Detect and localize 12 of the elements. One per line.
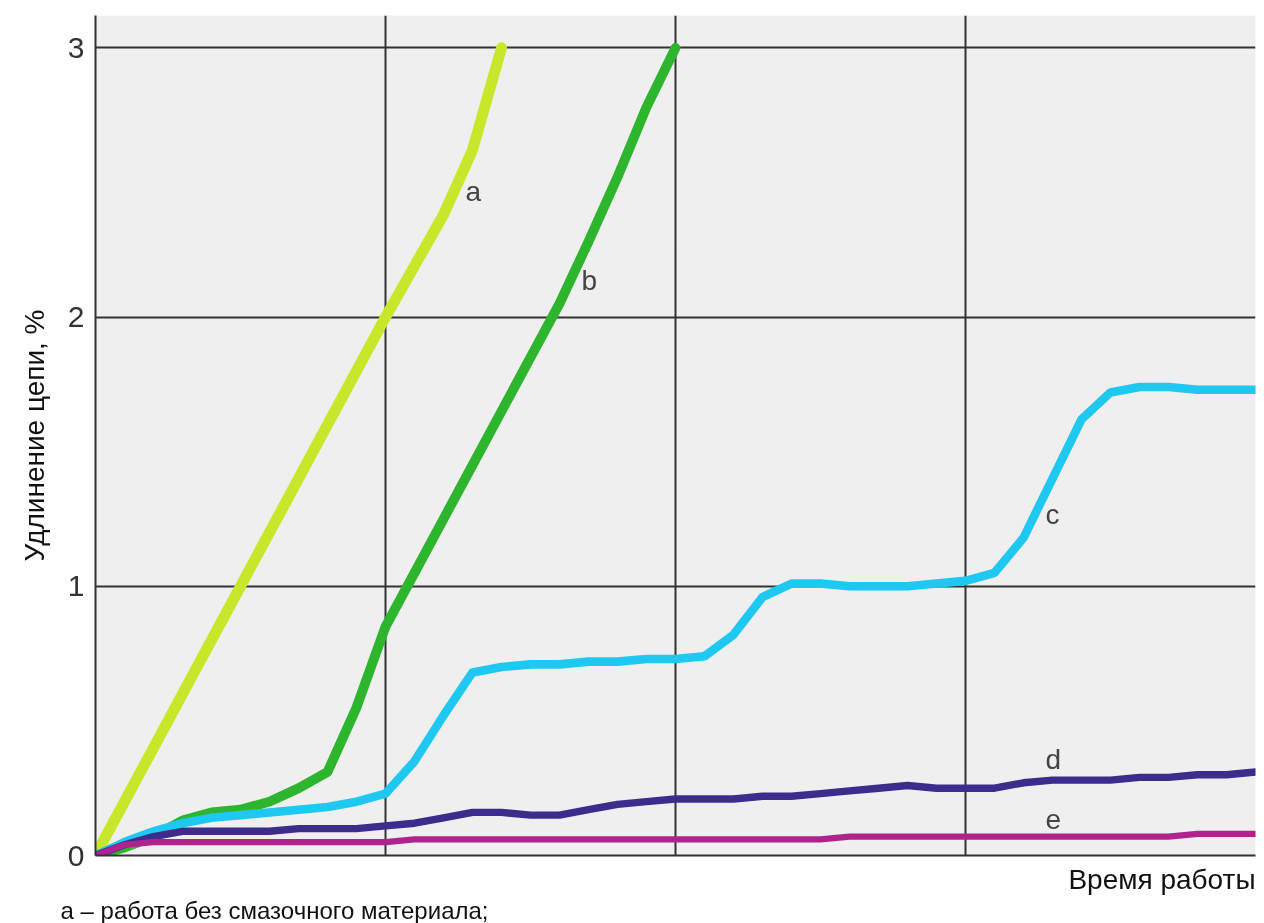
y-tick-label: 2 [67, 300, 85, 334]
y-tick-label: 1 [67, 569, 85, 603]
y-axis-title: Удлинение цепи, % [18, 309, 50, 562]
y-tick-label: 0 [67, 838, 85, 872]
series-label: c [1045, 498, 1060, 530]
series-label: d [1045, 743, 1062, 775]
series-label: b [581, 264, 598, 296]
series-label: e [1045, 803, 1062, 835]
text: a – работа без смазочного материала; [60, 896, 489, 923]
x-axis-title: Время работы [1068, 863, 1256, 895]
series-label: a [465, 175, 482, 207]
y-tick-label: 3 [67, 30, 85, 64]
